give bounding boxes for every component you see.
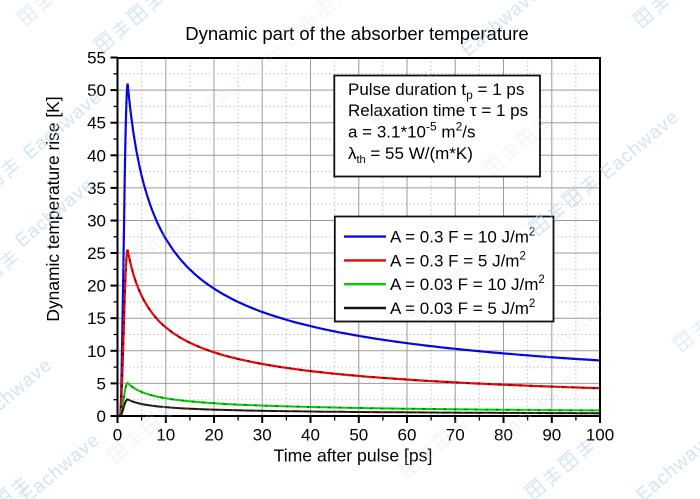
svg-text:Dynamic temperature rise [K]: Dynamic temperature rise [K]	[43, 96, 63, 321]
svg-text:Relaxation time τ = 1 ps: Relaxation time τ = 1 ps	[348, 101, 528, 120]
svg-text:40: 40	[87, 146, 106, 165]
svg-text:A = 0.3 F = 5 J/m2: A = 0.3 F = 5 J/m2	[390, 250, 526, 270]
svg-text:55: 55	[87, 49, 106, 68]
svg-text:20: 20	[205, 426, 224, 445]
svg-text:80: 80	[494, 426, 513, 445]
svg-text:15: 15	[87, 309, 106, 328]
svg-text:0: 0	[113, 426, 122, 445]
svg-text:0: 0	[97, 407, 106, 426]
svg-text:25: 25	[87, 244, 106, 263]
svg-text:40: 40	[301, 426, 320, 445]
svg-text:Pulse duration tp = 1 ps: Pulse duration tp = 1 ps	[348, 80, 524, 102]
svg-text:35: 35	[87, 179, 106, 198]
svg-text:70: 70	[446, 426, 465, 445]
svg-text:30: 30	[253, 426, 272, 445]
svg-text:Dynamic part of the absorber t: Dynamic part of the absorber temperature	[185, 23, 528, 44]
svg-text:50: 50	[87, 81, 106, 100]
svg-text:Time after pulse [ps]: Time after pulse [ps]	[274, 446, 433, 466]
svg-text:10: 10	[156, 426, 175, 445]
svg-text:60: 60	[398, 426, 417, 445]
svg-text:A = 0.03 F = 10 J/m2: A = 0.03 F = 10 J/m2	[390, 274, 545, 294]
svg-text:A = 0.3 F = 10 J/m2: A = 0.3 F = 10 J/m2	[390, 227, 535, 247]
svg-text:a = 3.1*10-5 m2/s: a = 3.1*10-5 m2/s	[348, 120, 475, 142]
svg-text:90: 90	[542, 426, 561, 445]
svg-text:10: 10	[87, 342, 106, 361]
svg-text:100: 100	[586, 426, 614, 445]
svg-text:30: 30	[87, 212, 106, 231]
svg-text:λth = 55 W/(m*K): λth = 55 W/(m*K)	[348, 144, 473, 166]
svg-text:A = 0.03 F = 5 J/m2: A = 0.03 F = 5 J/m2	[390, 298, 535, 318]
svg-text:45: 45	[87, 114, 106, 133]
svg-text:5: 5	[97, 374, 106, 393]
svg-text:20: 20	[87, 277, 106, 296]
svg-text:50: 50	[349, 426, 368, 445]
